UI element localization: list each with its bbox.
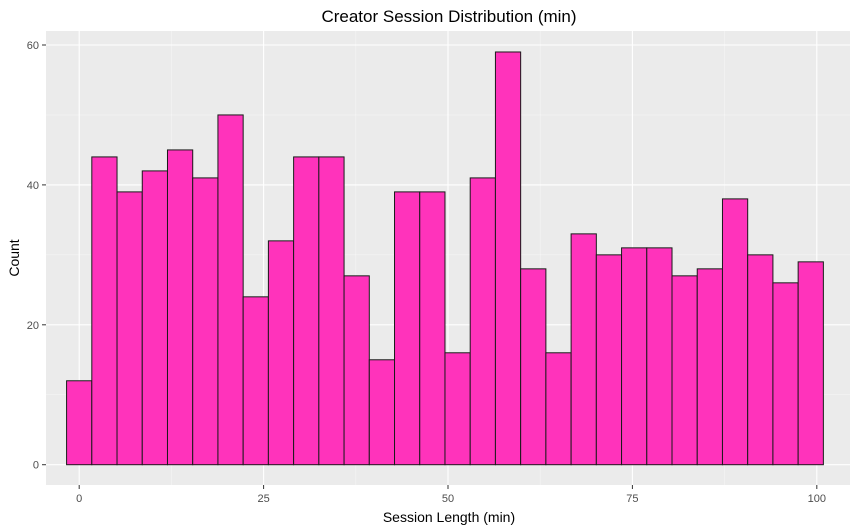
histogram-bar-29	[772, 282, 799, 466]
x-tick-label: 50	[442, 493, 454, 505]
histogram-bar-17	[469, 177, 496, 466]
histogram-bar-30	[797, 261, 824, 466]
y-axis: 0 20 40 60	[27, 40, 46, 472]
histogram-bar-7	[217, 114, 244, 466]
x-tick-label: 0	[76, 493, 82, 505]
histogram-bar-6	[192, 177, 219, 466]
x-axis-label: Session Length (min)	[383, 509, 515, 525]
histogram-bar-9	[267, 240, 295, 466]
histogram-bar-14	[394, 191, 421, 466]
histogram-bar-25	[671, 275, 698, 466]
histogram-bar-11	[318, 156, 345, 466]
histogram-bar-26	[696, 268, 723, 466]
histogram-bar-21	[570, 233, 597, 466]
histogram-bars	[66, 51, 824, 466]
x-tick-label: 25	[257, 493, 269, 505]
histogram-bar-15	[419, 191, 446, 466]
histogram-bar-1	[66, 380, 93, 466]
y-tick-label: 0	[33, 460, 39, 472]
histogram-bar-16	[444, 352, 471, 466]
chart-title: Creator Session Distribution (min)	[321, 7, 576, 26]
y-tick-label: 40	[27, 180, 39, 192]
histogram-bar-20	[545, 352, 572, 466]
x-tick-label: 75	[626, 493, 638, 505]
histogram-bar-19	[520, 268, 547, 466]
y-axis-label: Count	[6, 239, 22, 276]
histogram-bar-27	[721, 198, 749, 466]
histogram-bar-24	[646, 247, 673, 466]
x-axis: 0 25 50 75 100	[76, 485, 826, 505]
histogram-bar-12	[343, 275, 370, 466]
x-tick-label: 100	[808, 493, 826, 505]
histogram-bar-10	[293, 156, 320, 466]
histogram-bar-4	[141, 170, 168, 466]
histogram-bar-8	[242, 296, 269, 466]
histogram-bar-2	[91, 156, 118, 466]
histogram-bar-18	[494, 51, 522, 466]
histogram-bar-22	[595, 254, 623, 466]
histogram-bar-3	[116, 191, 143, 466]
histogram-bar-5	[166, 149, 194, 466]
histogram-bar-23	[621, 247, 648, 466]
y-tick-label: 20	[27, 320, 39, 332]
histogram-bar-13	[368, 359, 396, 466]
y-tick-label: 60	[27, 40, 39, 52]
histogram-bar-28	[747, 254, 774, 466]
